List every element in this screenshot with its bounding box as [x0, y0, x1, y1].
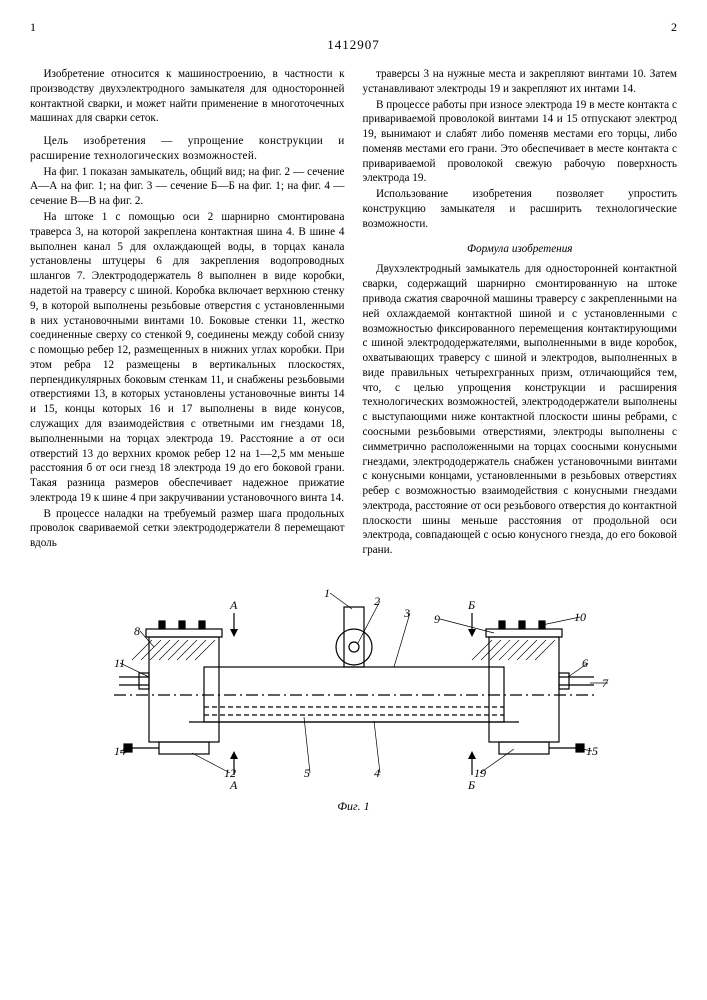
svg-text:8: 8 [134, 624, 140, 638]
right-column: траверсы 3 на нужные места и закрепляют … [363, 67, 678, 559]
svg-text:6: 6 [582, 656, 588, 670]
svg-text:Б: Б [467, 778, 475, 792]
figure-caption: Фиг. 1 [30, 799, 677, 814]
svg-text:2: 2 [374, 594, 380, 608]
paragraph: На штоке 1 с помощью оси 2 шарнирно смон… [30, 210, 345, 506]
svg-text:11: 11 [114, 656, 125, 670]
paragraph: траверсы 3 на нужные места и закрепляют … [363, 67, 678, 97]
svg-text:1: 1 [324, 586, 330, 600]
paragraph: В процессе наладки на требуемый размер ш… [30, 507, 345, 551]
paragraph: Цель изобретения — упрощение конструкции… [30, 134, 345, 164]
paragraph: На фиг. 1 показан замыкатель, общий вид;… [30, 165, 345, 209]
text-columns: Изобретение относится к машиностроению, … [30, 67, 677, 559]
col-num-left: 1 [30, 20, 36, 35]
figure-drawing: ААББ123910678111415125419 [74, 577, 634, 797]
figure-1: ААББ123910678111415125419 Фиг. 1 [30, 577, 677, 814]
svg-text:А: А [229, 598, 238, 612]
col-num-right: 2 [671, 20, 677, 35]
svg-text:5: 5 [304, 766, 310, 780]
paragraph: Использование изобретения позволяет упро… [363, 187, 678, 231]
claims-heading: Формула изобретения [363, 242, 678, 257]
svg-text:3: 3 [403, 606, 410, 620]
svg-text:Б: Б [467, 598, 475, 612]
document-number: 1412907 [30, 37, 677, 53]
svg-text:А: А [229, 778, 238, 792]
paragraph: Изобретение относится к машиностроению, … [30, 67, 345, 126]
left-column: Изобретение относится к машиностроению, … [30, 67, 345, 559]
paragraph: В процессе работы при износе электрода 1… [363, 98, 678, 187]
svg-text:9: 9 [434, 612, 440, 626]
claims-paragraph: Двухэлектродный замыкатель для односторо… [363, 262, 678, 558]
